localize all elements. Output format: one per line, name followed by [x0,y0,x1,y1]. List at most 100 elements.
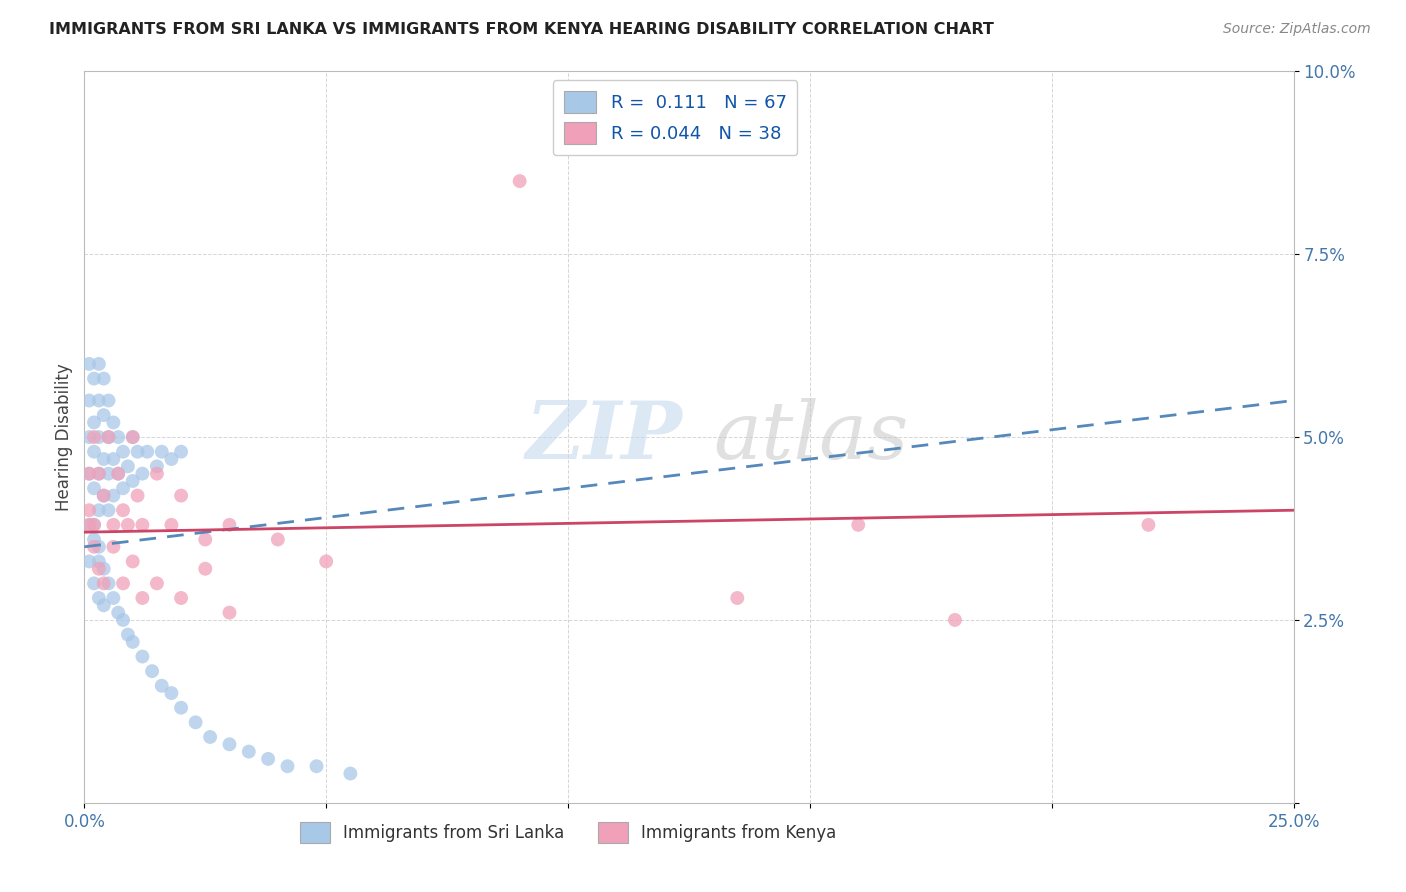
Point [218,606,240,620]
Point [103,591,125,605]
Point [170,591,193,605]
Text: IMMIGRANTS FROM SRI LANKA VS IMMIGRANTS FROM KENYA HEARING DISABILITY CORRELATIO: IMMIGRANTS FROM SRI LANKA VS IMMIGRANTS … [49,22,994,37]
Point [77,393,100,408]
Point [107,467,129,481]
Point [87,430,110,444]
Point [83,576,105,591]
Point [87,540,110,554]
Point [83,533,105,547]
Point [112,444,135,458]
Point [170,444,193,458]
Point [97,393,120,408]
Point [121,554,143,568]
Point [77,554,100,568]
Point [93,371,115,385]
Point [83,481,105,495]
Point [97,503,120,517]
Point [146,467,169,481]
Point [184,715,207,730]
Text: atlas: atlas [713,399,908,475]
Point [238,745,260,759]
Point [93,576,115,591]
Point [93,489,115,503]
Point [170,700,193,714]
Point [121,430,143,444]
Point [83,444,105,458]
Point [141,664,163,678]
Point [77,517,100,532]
Point [194,562,217,576]
Point [150,444,173,458]
Point [131,649,153,664]
Point [83,517,105,532]
Point [267,533,290,547]
Point [87,467,110,481]
Point [83,540,105,554]
Point [1137,517,1160,532]
Point [87,393,110,408]
Point [112,481,135,495]
Point [198,730,221,744]
Point [117,459,139,474]
Text: Source: ZipAtlas.com: Source: ZipAtlas.com [1223,22,1371,37]
Point [339,766,361,780]
Point [87,467,110,481]
Point [136,444,159,458]
Point [194,533,217,547]
Point [77,517,100,532]
Point [87,357,110,371]
Point [77,467,100,481]
Point [131,467,153,481]
Point [83,430,105,444]
Point [160,686,183,700]
Point [97,467,120,481]
Point [121,474,143,488]
Point [93,599,115,613]
Point [83,371,105,385]
Point [97,430,120,444]
Y-axis label: Hearing Disability: Hearing Disability [55,363,73,511]
Point [150,679,173,693]
Point [97,430,120,444]
Point [87,591,110,605]
Point [83,517,105,532]
Point [93,562,115,576]
Point [83,416,105,430]
Point [103,517,125,532]
Point [77,503,100,517]
Point [846,517,869,532]
Point [218,517,240,532]
Legend: Immigrants from Sri Lanka, Immigrants from Kenya: Immigrants from Sri Lanka, Immigrants fr… [292,815,844,849]
Point [77,430,100,444]
Point [121,430,143,444]
Point [146,459,169,474]
Point [725,591,748,605]
Point [146,576,169,591]
Point [305,759,328,773]
Point [93,489,115,503]
Point [107,430,129,444]
Point [103,489,125,503]
Point [170,489,193,503]
Text: ZIP: ZIP [526,399,682,475]
Point [107,606,129,620]
Point [127,489,149,503]
Point [87,503,110,517]
Point [97,576,120,591]
Point [103,452,125,467]
Point [943,613,966,627]
Point [107,467,129,481]
Point [315,554,337,568]
Point [93,408,115,422]
Point [103,540,125,554]
Point [112,613,135,627]
Point [160,517,183,532]
Point [509,174,531,188]
Point [112,576,135,591]
Point [87,562,110,576]
Point [77,357,100,371]
Point [121,635,143,649]
Point [112,503,135,517]
Point [77,467,100,481]
Point [160,452,183,467]
